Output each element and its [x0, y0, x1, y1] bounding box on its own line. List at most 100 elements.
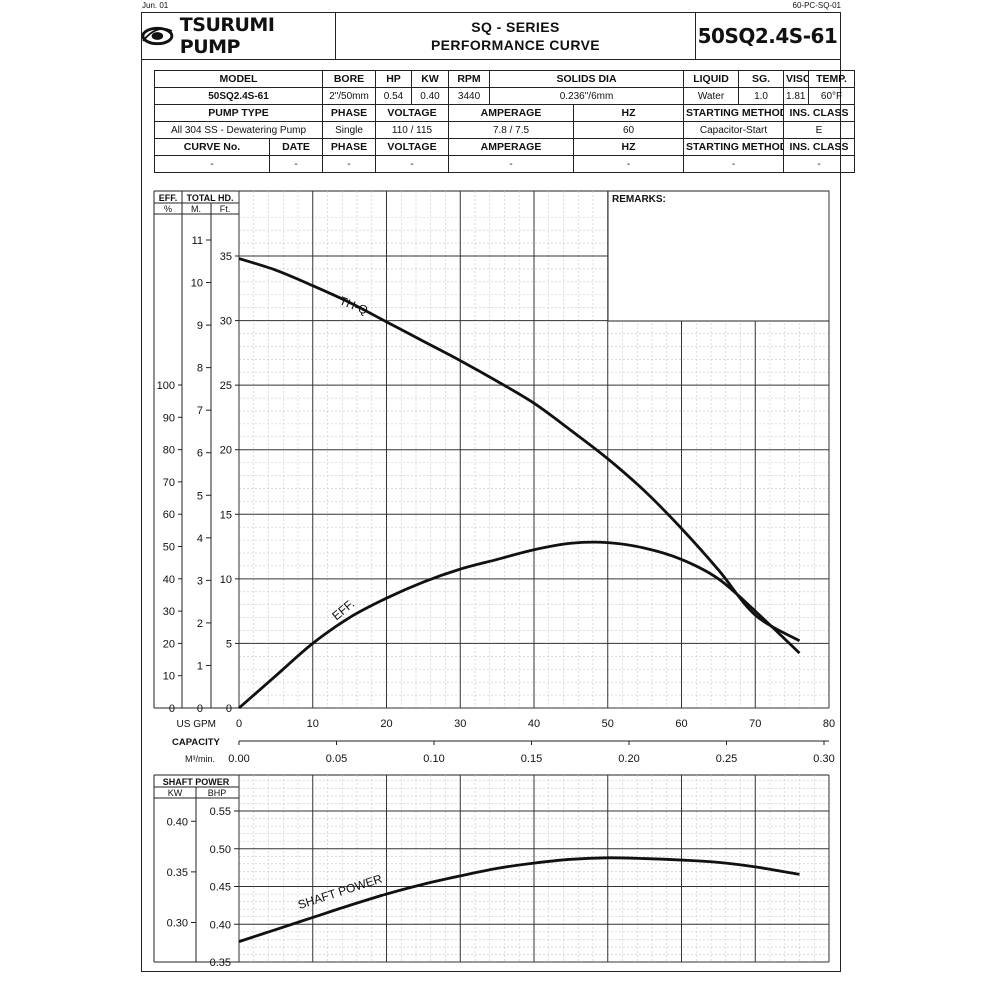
hdr-phase-2: PHASE: [322, 138, 377, 156]
kw-tick-label: 0.35: [167, 867, 188, 879]
eff-tick-label: 50: [163, 542, 175, 554]
brand-name: TSURUMI PUMP: [179, 13, 275, 58]
ft-tick-label: 20: [220, 445, 232, 457]
eff-tick-label: 10: [163, 671, 175, 683]
hdr-voltage: VOLTAGE: [375, 104, 450, 122]
m3-axis-label: M³/min.: [185, 754, 215, 764]
total-head-axis-header: TOTAL HD.: [187, 193, 234, 203]
remarks-label: REMARKS:: [612, 194, 666, 205]
gpm-tick-label: 30: [454, 718, 466, 730]
val-voltage-2: -: [375, 155, 450, 173]
gpm-tick-label: 20: [380, 718, 392, 730]
m-tick-label: 11: [192, 235, 203, 247]
gpm-tick-label: 80: [823, 718, 835, 730]
m3-tick-label: 0.25: [716, 753, 737, 765]
eff-unit-label: %: [164, 204, 172, 214]
hdr-voltage-2: VOLTAGE: [375, 138, 450, 156]
gpm-tick-label: 70: [749, 718, 761, 730]
hdr-sg: SG.: [738, 70, 785, 88]
m3-tick-label: 0.30: [813, 753, 834, 765]
m-tick-label: 1: [197, 660, 203, 672]
eff-tick-label: 30: [163, 606, 175, 618]
gpm-tick-label: 40: [528, 718, 540, 730]
eff-tick-label: 20: [163, 638, 175, 650]
gpm-tick-label: 60: [675, 718, 687, 730]
m3-tick-label: 0.20: [618, 753, 639, 765]
hdr-starting-method: STARTING METHOD: [683, 104, 785, 122]
model-cell: 50SQ2.4S-61: [696, 12, 839, 59]
m3-tick-label: 0.00: [228, 753, 249, 765]
series-title: SQ - SERIES: [471, 18, 560, 35]
hdr-liquid: LIQUID: [683, 70, 740, 88]
bhp-tick-label: 0.40: [210, 919, 231, 931]
kw-tick-label: 0.40: [167, 816, 188, 828]
efficiency-curve: [238, 540, 801, 710]
hdr-hz-2: HZ: [573, 138, 685, 156]
corner-date: Jun. 01: [142, 1, 169, 10]
shaft-power-header: SHAFT POWER: [163, 777, 230, 787]
kw-tick-label: 0.30: [167, 918, 188, 930]
m-tick-label: 10: [191, 278, 203, 290]
val-starting-method-2: -: [683, 155, 785, 173]
series-title-cell: SQ - SERIES PERFORMANCE CURVE: [336, 12, 696, 59]
efficiency-curve-label: EFF.: [329, 597, 357, 624]
shaft-power-curve-label: SHAFT POWER: [296, 871, 384, 912]
ft-tick-label: 15: [220, 509, 232, 521]
spec-row-1-values: 50SQ2.4S-61 2"/50mm 0.54 0.40 3440 0.236…: [153, 87, 856, 105]
bhp-tick-label: 0.45: [210, 882, 231, 894]
header: TSURUMI PUMP SQ - SERIES PERFORMANCE CUR…: [141, 12, 841, 60]
spec-row-2-headers: PUMP TYPE PHASE VOLTAGE AMPERAGE HZ STAR…: [153, 104, 856, 122]
eff-tick-label: 40: [163, 574, 175, 586]
curve-title: PERFORMANCE CURVE: [430, 36, 601, 53]
remarks-box: [607, 190, 830, 322]
sheet-frame: [141, 12, 841, 972]
capacity-label: CAPACITY: [172, 737, 221, 748]
hdr-ins-class: INS. CLASS: [783, 104, 856, 122]
m-tick-label: 8: [197, 363, 203, 375]
feet-unit-label: Ft.: [220, 204, 231, 214]
ft-tick-label: 30: [220, 316, 232, 328]
th-q-curve-label: TH-Q: [337, 294, 369, 318]
m-tick-label: 2: [197, 618, 203, 630]
bhp-tick-label: 0.50: [210, 844, 231, 856]
spec-table: MODEL BORE HP KW RPM SOLIDS DIA LIQUID S…: [153, 70, 856, 173]
ft-tick-label: 10: [220, 574, 232, 586]
m-tick-label: 0: [197, 703, 203, 715]
meter-unit-label: M.: [191, 204, 201, 214]
hdr-starting-method-2: STARTING METHOD: [683, 138, 785, 156]
val-amperage-2: -: [448, 155, 575, 173]
brand-cell: TSURUMI PUMP: [141, 12, 336, 59]
m-tick-label: 4: [197, 533, 203, 545]
bhp-tick-label: 0.35: [210, 957, 231, 969]
eff-tick-label: 70: [163, 477, 175, 489]
corner-doc-code: 60-PC-SQ-01: [792, 1, 841, 10]
kw-unit-label: KW: [168, 788, 183, 798]
m-tick-label: 6: [197, 448, 203, 460]
spec-row-3-headers: CURVE No. DATE PHASE VOLTAGE AMPERAGE HZ…: [154, 138, 856, 156]
m3-tick-label: 0.15: [521, 753, 542, 765]
eff-tick-label: 60: [163, 509, 175, 521]
bhp-unit-label: BHP: [208, 788, 227, 798]
eff-axis-header: EFF.: [159, 193, 178, 203]
model-number: 50SQ2.4S-61: [697, 23, 838, 48]
eff-tick-label: 90: [163, 412, 175, 424]
val-date: -: [268, 155, 324, 173]
eff-tick-label: 100: [157, 380, 175, 392]
hdr-amperage: AMPERAGE: [448, 104, 575, 122]
val-ins-class-2: -: [783, 155, 856, 173]
gpm-axis-label: US GPM: [177, 719, 216, 730]
m-tick-label: 3: [197, 575, 203, 587]
th-q-curve: [238, 257, 801, 643]
bhp-tick-label: 0.55: [210, 806, 231, 818]
m3-tick-label: 0.05: [326, 753, 347, 765]
hdr-viscosity: VISCOSITY: [783, 70, 810, 88]
gpm-tick-label: 10: [307, 718, 319, 730]
tsurumi-logo-icon: [141, 26, 174, 45]
ft-tick-label: 5: [226, 638, 232, 650]
spec-row-3-values: - - - - - - - -: [154, 155, 856, 173]
eff-tick-label: 0: [169, 703, 175, 715]
shaft-power-curve: [238, 856, 800, 943]
m-tick-label: 5: [197, 490, 203, 502]
ft-tick-label: 35: [220, 251, 232, 263]
